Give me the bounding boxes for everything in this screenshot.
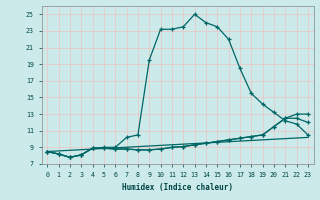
X-axis label: Humidex (Indice chaleur): Humidex (Indice chaleur) (122, 183, 233, 192)
